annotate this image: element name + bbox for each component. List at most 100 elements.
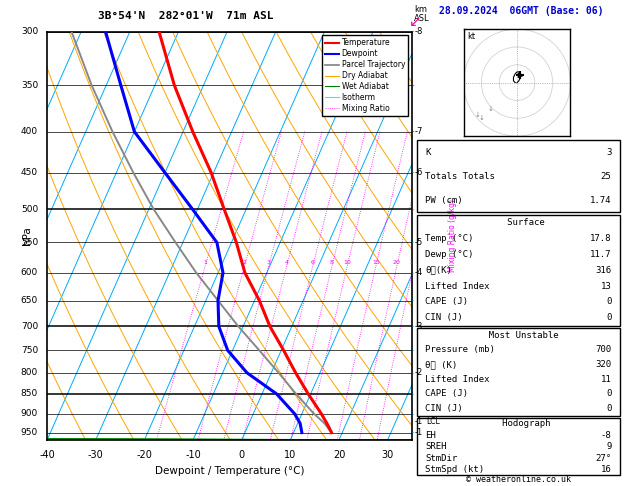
Text: 0: 0 [606, 297, 611, 306]
Text: 27°: 27° [595, 453, 611, 463]
Text: -20: -20 [136, 450, 152, 460]
Text: hPa: hPa [22, 226, 32, 245]
Text: -8: -8 [415, 27, 423, 36]
Text: CIN (J): CIN (J) [425, 313, 463, 322]
Text: 600: 600 [21, 268, 38, 277]
Text: 900: 900 [21, 409, 38, 418]
Text: -: - [412, 370, 415, 376]
Text: LCL: LCL [426, 417, 440, 426]
Text: kt: kt [467, 33, 475, 41]
Legend: Temperature, Dewpoint, Parcel Trajectory, Dry Adiabat, Wet Adiabat, Isotherm, Mi: Temperature, Dewpoint, Parcel Trajectory… [322, 35, 408, 116]
Text: -: - [412, 323, 415, 330]
Text: 6: 6 [311, 260, 314, 265]
Text: CAPE (J): CAPE (J) [425, 297, 468, 306]
Text: 750: 750 [21, 346, 38, 355]
Text: Dewp (°C): Dewp (°C) [425, 250, 474, 259]
Text: θᴄ (K): θᴄ (K) [425, 360, 457, 369]
Text: -: - [412, 129, 415, 135]
Text: ↓: ↓ [479, 115, 484, 122]
Text: 700: 700 [21, 322, 38, 331]
Text: PW (cm): PW (cm) [425, 196, 463, 205]
Text: -: - [412, 430, 415, 435]
Text: -8: -8 [601, 431, 611, 440]
Text: -: - [412, 29, 415, 35]
Text: SREH: SREH [425, 442, 447, 451]
Text: 30: 30 [382, 450, 394, 460]
Text: Lifted Index: Lifted Index [425, 281, 489, 291]
Text: -: - [412, 240, 415, 245]
Text: -6: -6 [415, 168, 423, 177]
Text: 10: 10 [284, 450, 296, 460]
Text: 17.8: 17.8 [590, 234, 611, 243]
Text: -40: -40 [39, 450, 55, 460]
Text: StmSpd (kt): StmSpd (kt) [425, 465, 484, 474]
Text: CIN (J): CIN (J) [425, 404, 463, 413]
Text: Pressure (mb): Pressure (mb) [425, 346, 495, 354]
Text: 350: 350 [21, 81, 38, 90]
Text: 13: 13 [601, 281, 611, 291]
Text: StmDir: StmDir [425, 453, 457, 463]
Text: Dewpoint / Temperature (°C): Dewpoint / Temperature (°C) [155, 467, 304, 476]
Text: -: - [412, 270, 415, 276]
Text: 28.09.2024  06GMT (Base: 06): 28.09.2024 06GMT (Base: 06) [438, 6, 603, 16]
Text: 20: 20 [333, 450, 345, 460]
Text: © weatheronline.co.uk: © weatheronline.co.uk [466, 475, 571, 484]
Text: 800: 800 [21, 368, 38, 377]
Text: 4: 4 [284, 260, 289, 265]
Text: 3: 3 [267, 260, 270, 265]
Text: -: - [412, 297, 415, 304]
Text: 11: 11 [601, 375, 611, 383]
Text: 9: 9 [606, 442, 611, 451]
Text: 0: 0 [606, 313, 611, 322]
Text: Lifted Index: Lifted Index [425, 375, 489, 383]
Text: ↙: ↙ [409, 15, 421, 29]
Text: 500: 500 [21, 205, 38, 214]
Text: 316: 316 [595, 266, 611, 275]
Text: -: - [412, 82, 415, 88]
Text: Mixing Ratio (g/kg): Mixing Ratio (g/kg) [448, 199, 457, 272]
Text: -4: -4 [415, 268, 423, 277]
Text: -7: -7 [415, 127, 423, 136]
Text: -: - [412, 206, 415, 212]
Text: 1.74: 1.74 [590, 196, 611, 205]
Text: ↓: ↓ [475, 112, 481, 118]
Text: 20: 20 [392, 260, 401, 265]
Text: 400: 400 [21, 127, 38, 136]
Text: 0: 0 [238, 450, 245, 460]
Text: 0: 0 [606, 404, 611, 413]
Text: K: K [425, 148, 430, 157]
Text: 550: 550 [21, 238, 38, 247]
Text: -: - [412, 411, 415, 417]
Text: -: - [412, 347, 415, 353]
Text: Temp (°C): Temp (°C) [425, 234, 474, 243]
Text: Totals Totals: Totals Totals [425, 172, 495, 181]
Text: Surface: Surface [491, 218, 545, 227]
Text: EH: EH [425, 431, 436, 440]
Text: 950: 950 [21, 428, 38, 437]
Text: 450: 450 [21, 168, 38, 177]
Text: θᴄ(K): θᴄ(K) [425, 266, 452, 275]
Text: 0: 0 [606, 389, 611, 398]
Text: 10: 10 [343, 260, 351, 265]
Text: -1: -1 [415, 428, 423, 437]
Text: -5: -5 [415, 238, 423, 247]
Text: 11.7: 11.7 [590, 250, 611, 259]
Text: 15: 15 [372, 260, 379, 265]
Text: 3B°54'N  282°01'W  71m ASL: 3B°54'N 282°01'W 71m ASL [98, 11, 274, 21]
Text: -1: -1 [415, 417, 423, 426]
Text: 1: 1 [203, 260, 207, 265]
Text: 3: 3 [606, 148, 611, 157]
Text: 25: 25 [601, 172, 611, 181]
Text: 850: 850 [21, 389, 38, 399]
Text: Hodograph: Hodograph [486, 419, 550, 428]
Text: km
ASL: km ASL [414, 5, 430, 23]
Text: -2: -2 [415, 368, 423, 377]
Text: 2: 2 [242, 260, 247, 265]
Text: -: - [412, 391, 415, 397]
Text: 700: 700 [595, 346, 611, 354]
Text: 300: 300 [21, 27, 38, 36]
Text: CAPE (J): CAPE (J) [425, 389, 468, 398]
Text: Most Unstable: Most Unstable [478, 331, 559, 340]
Text: -3: -3 [415, 322, 423, 331]
Text: -: - [412, 170, 415, 175]
